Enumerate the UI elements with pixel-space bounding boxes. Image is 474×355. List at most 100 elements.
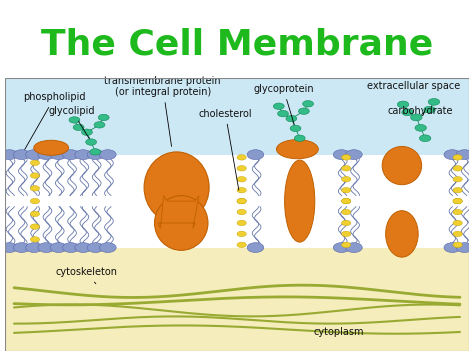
- Circle shape: [13, 150, 30, 159]
- Circle shape: [453, 198, 462, 204]
- Bar: [5, 155, 469, 247]
- Circle shape: [237, 176, 246, 182]
- Bar: [5, 247, 469, 351]
- Circle shape: [278, 110, 288, 117]
- Text: cholesterol: cholesterol: [199, 109, 252, 190]
- Circle shape: [346, 150, 362, 159]
- Circle shape: [273, 103, 284, 109]
- Text: glycolipid: glycolipid: [49, 106, 95, 138]
- Circle shape: [453, 220, 462, 226]
- Circle shape: [237, 187, 246, 193]
- Circle shape: [456, 243, 473, 252]
- Ellipse shape: [34, 140, 69, 155]
- Polygon shape: [158, 196, 199, 229]
- Circle shape: [50, 150, 67, 159]
- Circle shape: [69, 117, 80, 123]
- Circle shape: [26, 150, 42, 159]
- Circle shape: [30, 186, 39, 191]
- Circle shape: [100, 243, 116, 252]
- Circle shape: [98, 114, 109, 121]
- Circle shape: [341, 187, 351, 193]
- Circle shape: [237, 242, 246, 247]
- Circle shape: [237, 198, 246, 204]
- Ellipse shape: [155, 196, 208, 250]
- Circle shape: [63, 243, 79, 252]
- Circle shape: [341, 209, 351, 215]
- Ellipse shape: [144, 152, 209, 223]
- Circle shape: [290, 125, 301, 132]
- Ellipse shape: [382, 146, 422, 185]
- Text: cytoskeleton: cytoskeleton: [55, 267, 117, 284]
- Circle shape: [1, 243, 18, 252]
- Circle shape: [237, 155, 246, 160]
- Circle shape: [90, 149, 101, 155]
- Circle shape: [94, 122, 105, 128]
- Text: transmembrane protein
(or integral protein): transmembrane protein (or integral prote…: [104, 76, 221, 146]
- Bar: [5, 78, 469, 247]
- Circle shape: [38, 243, 55, 252]
- Circle shape: [50, 243, 67, 252]
- Text: extracellular space: extracellular space: [367, 81, 460, 91]
- Circle shape: [341, 176, 351, 182]
- Circle shape: [453, 165, 462, 171]
- Circle shape: [294, 135, 305, 141]
- Circle shape: [341, 198, 351, 204]
- Circle shape: [87, 243, 104, 252]
- Circle shape: [38, 150, 55, 159]
- Circle shape: [333, 150, 350, 159]
- Ellipse shape: [276, 140, 319, 159]
- Circle shape: [237, 231, 246, 237]
- Circle shape: [30, 160, 39, 165]
- Circle shape: [247, 150, 264, 159]
- Circle shape: [26, 243, 42, 252]
- Circle shape: [453, 176, 462, 182]
- Circle shape: [100, 150, 116, 159]
- Circle shape: [346, 243, 362, 252]
- Circle shape: [453, 242, 462, 247]
- Circle shape: [453, 231, 462, 237]
- Circle shape: [63, 150, 79, 159]
- Circle shape: [87, 150, 104, 159]
- Circle shape: [30, 224, 39, 229]
- Circle shape: [302, 100, 313, 107]
- Circle shape: [456, 150, 473, 159]
- Circle shape: [424, 106, 435, 113]
- Circle shape: [299, 108, 310, 114]
- Circle shape: [402, 109, 413, 116]
- Circle shape: [237, 220, 246, 226]
- Circle shape: [30, 211, 39, 217]
- Circle shape: [237, 165, 246, 171]
- Circle shape: [341, 165, 351, 171]
- Circle shape: [341, 231, 351, 237]
- Circle shape: [73, 124, 84, 131]
- Circle shape: [444, 150, 461, 159]
- Circle shape: [419, 135, 431, 142]
- Circle shape: [30, 198, 39, 204]
- Circle shape: [286, 115, 297, 122]
- Circle shape: [341, 220, 351, 226]
- Circle shape: [341, 155, 351, 160]
- Circle shape: [1, 150, 18, 159]
- Circle shape: [13, 243, 30, 252]
- Ellipse shape: [386, 211, 418, 257]
- Circle shape: [397, 101, 409, 108]
- Circle shape: [444, 243, 461, 252]
- Circle shape: [75, 243, 91, 252]
- Circle shape: [333, 243, 350, 252]
- Text: cytoplasm: cytoplasm: [314, 327, 365, 337]
- Circle shape: [30, 237, 39, 242]
- Circle shape: [341, 198, 351, 204]
- Circle shape: [415, 125, 427, 131]
- Circle shape: [237, 198, 246, 204]
- Text: glycoprotein: glycoprotein: [253, 84, 314, 125]
- Circle shape: [453, 187, 462, 193]
- Circle shape: [428, 98, 440, 105]
- Circle shape: [341, 242, 351, 247]
- Circle shape: [86, 139, 97, 145]
- Circle shape: [453, 198, 462, 204]
- Circle shape: [237, 209, 246, 215]
- Text: The Cell Membrane: The Cell Membrane: [41, 28, 433, 62]
- Circle shape: [75, 150, 91, 159]
- Circle shape: [30, 173, 39, 178]
- Circle shape: [247, 243, 264, 252]
